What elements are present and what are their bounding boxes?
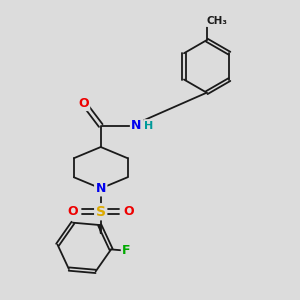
- Text: O: O: [78, 97, 89, 110]
- Text: O: O: [67, 205, 78, 218]
- Text: F: F: [122, 244, 131, 257]
- Text: S: S: [96, 205, 106, 219]
- Text: N: N: [95, 182, 106, 195]
- Text: O: O: [124, 205, 134, 218]
- Text: CH₃: CH₃: [207, 16, 228, 26]
- Text: H: H: [145, 121, 154, 130]
- Text: N: N: [131, 119, 142, 132]
